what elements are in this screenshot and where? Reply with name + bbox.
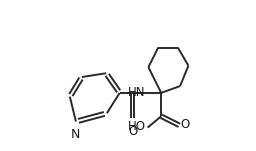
Text: HO: HO (128, 120, 146, 133)
Text: HN: HN (128, 86, 145, 99)
Text: O: O (181, 118, 190, 131)
Text: O: O (128, 125, 137, 138)
Text: N: N (71, 128, 81, 141)
